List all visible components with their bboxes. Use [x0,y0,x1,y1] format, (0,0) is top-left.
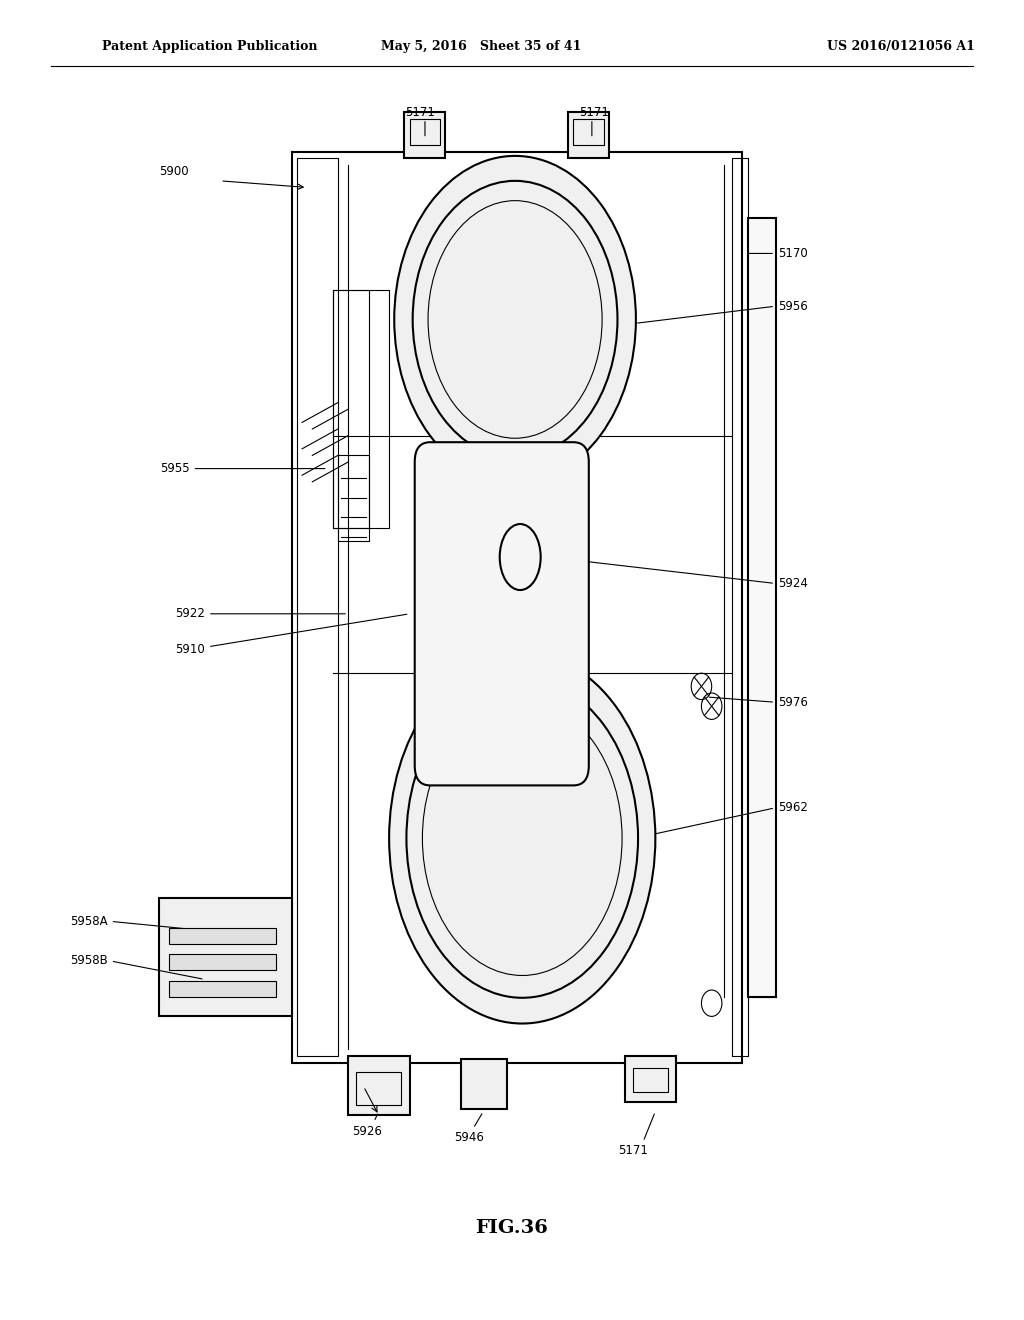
Text: 5171: 5171 [617,1144,648,1158]
Text: 5958A: 5958A [70,915,108,928]
FancyBboxPatch shape [415,442,589,785]
Text: 5922: 5922 [175,607,205,620]
Text: 5926: 5926 [351,1125,382,1138]
Text: 5171: 5171 [579,106,609,119]
Text: 5900: 5900 [159,165,188,178]
FancyBboxPatch shape [748,218,776,997]
Ellipse shape [394,156,636,483]
Text: 5955: 5955 [160,462,189,475]
Text: Patent Application Publication: Patent Application Publication [102,40,317,53]
Text: 5924: 5924 [778,577,808,590]
FancyBboxPatch shape [169,954,276,970]
FancyBboxPatch shape [404,112,445,158]
Text: 5956: 5956 [778,300,808,313]
FancyBboxPatch shape [159,898,292,1016]
FancyBboxPatch shape [169,981,276,997]
Text: 5958B: 5958B [70,954,108,968]
Text: 5946: 5946 [454,1131,484,1144]
FancyBboxPatch shape [625,1056,676,1102]
Ellipse shape [389,653,655,1023]
Text: 5170: 5170 [778,247,808,260]
Text: FIG.36: FIG.36 [475,1218,549,1237]
Text: May 5, 2016   Sheet 35 of 41: May 5, 2016 Sheet 35 of 41 [381,40,582,53]
FancyBboxPatch shape [348,1056,410,1115]
Text: 5962: 5962 [778,801,808,814]
FancyBboxPatch shape [169,928,276,944]
Text: 5171: 5171 [404,106,435,119]
Text: 5976: 5976 [778,696,808,709]
Text: US 2016/0121056 A1: US 2016/0121056 A1 [827,40,975,53]
FancyBboxPatch shape [568,112,609,158]
FancyBboxPatch shape [461,1059,507,1109]
Text: 5910: 5910 [175,643,205,656]
